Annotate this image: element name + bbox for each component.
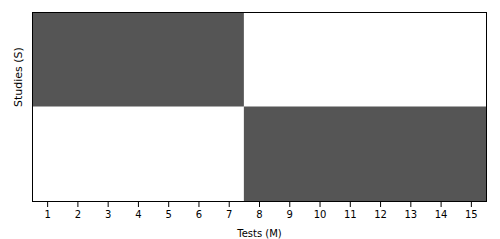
svg-text:11: 11 xyxy=(344,209,357,220)
svg-text:14: 14 xyxy=(435,209,448,220)
svg-text:15: 15 xyxy=(465,209,478,220)
svg-text:Tests (M): Tests (M) xyxy=(236,228,282,239)
svg-text:3: 3 xyxy=(105,209,111,220)
svg-text:2: 2 xyxy=(75,209,81,220)
svg-text:12: 12 xyxy=(374,209,387,220)
svg-text:4: 4 xyxy=(135,209,141,220)
svg-text:6: 6 xyxy=(196,209,202,220)
svg-text:7: 7 xyxy=(226,209,232,220)
svg-text:13: 13 xyxy=(404,209,417,220)
svg-text:5: 5 xyxy=(166,209,172,220)
svg-text:10: 10 xyxy=(314,209,327,220)
svg-text:1: 1 xyxy=(44,209,50,220)
svg-text:9: 9 xyxy=(287,209,293,220)
svg-text:8: 8 xyxy=(256,209,262,220)
svg-text:Studies (S): Studies (S) xyxy=(12,47,25,107)
